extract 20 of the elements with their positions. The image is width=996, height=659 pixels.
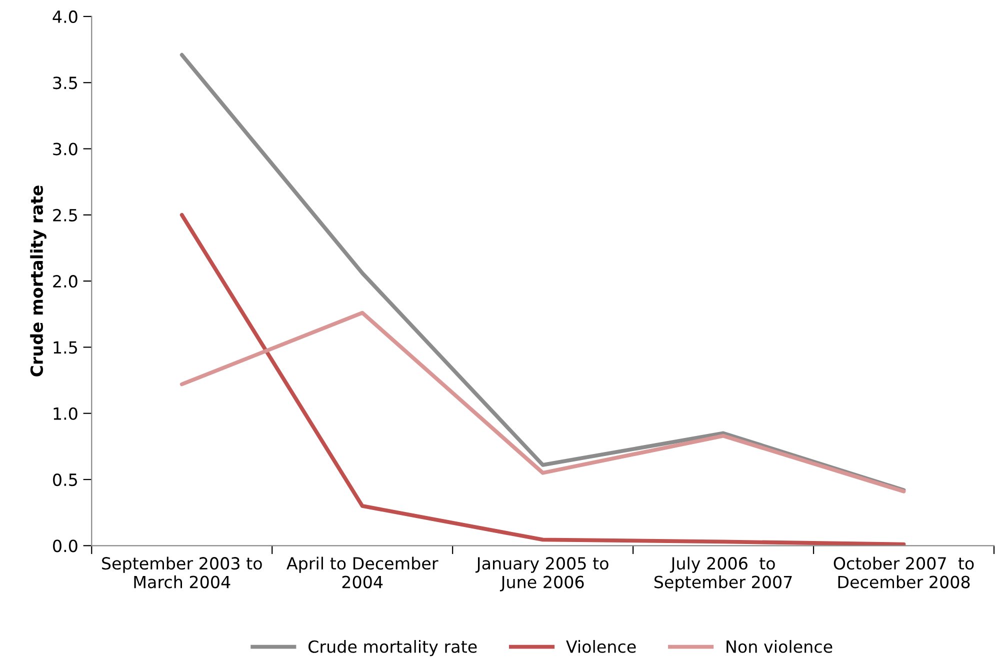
x-tick-label: October 2007 to December 2008 [834,556,974,588]
y-tick-label: 1.5 [54,341,77,354]
y-tick-label: 2.0 [53,275,78,288]
legend-label: Non violence [726,640,832,653]
y-tick-label: 1.0 [54,407,78,420]
y-tick-label: 0.5 [53,473,77,486]
y-axis-title: Crude mortality rate [30,186,46,376]
y-tick-label: 3.0 [53,142,78,156]
legend-label: Crude mortality rate [308,640,477,656]
x-tick-label: September 2003 to March 2004 [102,556,262,588]
x-tick-label: July 2006 to September 2007 [654,556,792,592]
line-series [180,310,906,494]
y-tick-label: 3.5 [53,76,77,90]
line-series [180,212,906,546]
y-tick-label: 0.0 [53,540,78,552]
x-tick-label: January 2005 to June 2006 [475,557,608,592]
y-tick-label: 4.0 [52,10,78,24]
y-tick-label: 2.5 [53,208,77,222]
legend-label: Violence [566,640,636,653]
x-tick-label: April to December 2004 [286,556,438,588]
